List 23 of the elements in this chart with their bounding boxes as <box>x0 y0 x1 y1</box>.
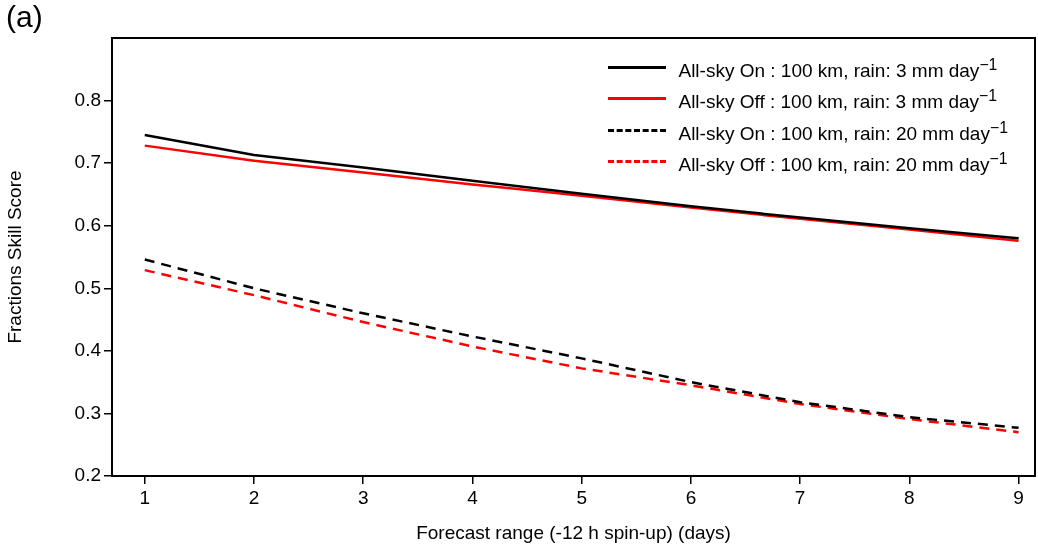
y-tick-label: 0.6 <box>74 213 101 235</box>
x-tick-label: 5 <box>576 486 587 508</box>
x-tick-label: 4 <box>467 486 479 508</box>
x-axis-title: Forecast range (-12 h spin-up) (days) <box>416 521 731 543</box>
legend-label: All-sky On : 100 km, rain: 3 mm day$^{−1}$ <box>678 55 998 84</box>
x-tick-label: 7 <box>794 486 806 508</box>
y-tick-label: 0.3 <box>74 401 101 423</box>
x-tick-label: 3 <box>357 486 369 508</box>
x-tick-label: 6 <box>685 486 697 508</box>
y-tick-label: 0.4 <box>74 339 102 361</box>
x-tick-label: 2 <box>248 486 260 508</box>
y-tick-label: 0.5 <box>74 276 101 298</box>
text: (a) <box>6 0 43 34</box>
legend-label: All-sky Off : 100 km, rain: 20 mm day$^{−1}$ <box>678 149 1008 178</box>
y-axis-title: Fractions Skill Score <box>3 170 25 344</box>
y-tick-label: 0.2 <box>74 464 101 486</box>
legend-label: All-sky Off : 100 km, rain: 3 mm day$^{−1}$ <box>678 86 998 115</box>
y-tick-label: 0.7 <box>74 151 101 173</box>
x-tick-label: 1 <box>139 486 151 508</box>
y-tick-label: 0.8 <box>74 88 101 110</box>
x-tick-label: 9 <box>1013 486 1024 508</box>
legend-label: All-sky On : 100 km, rain: 20 mm day$^{−1}$ <box>678 117 1008 146</box>
x-tick-label: 8 <box>904 486 915 508</box>
